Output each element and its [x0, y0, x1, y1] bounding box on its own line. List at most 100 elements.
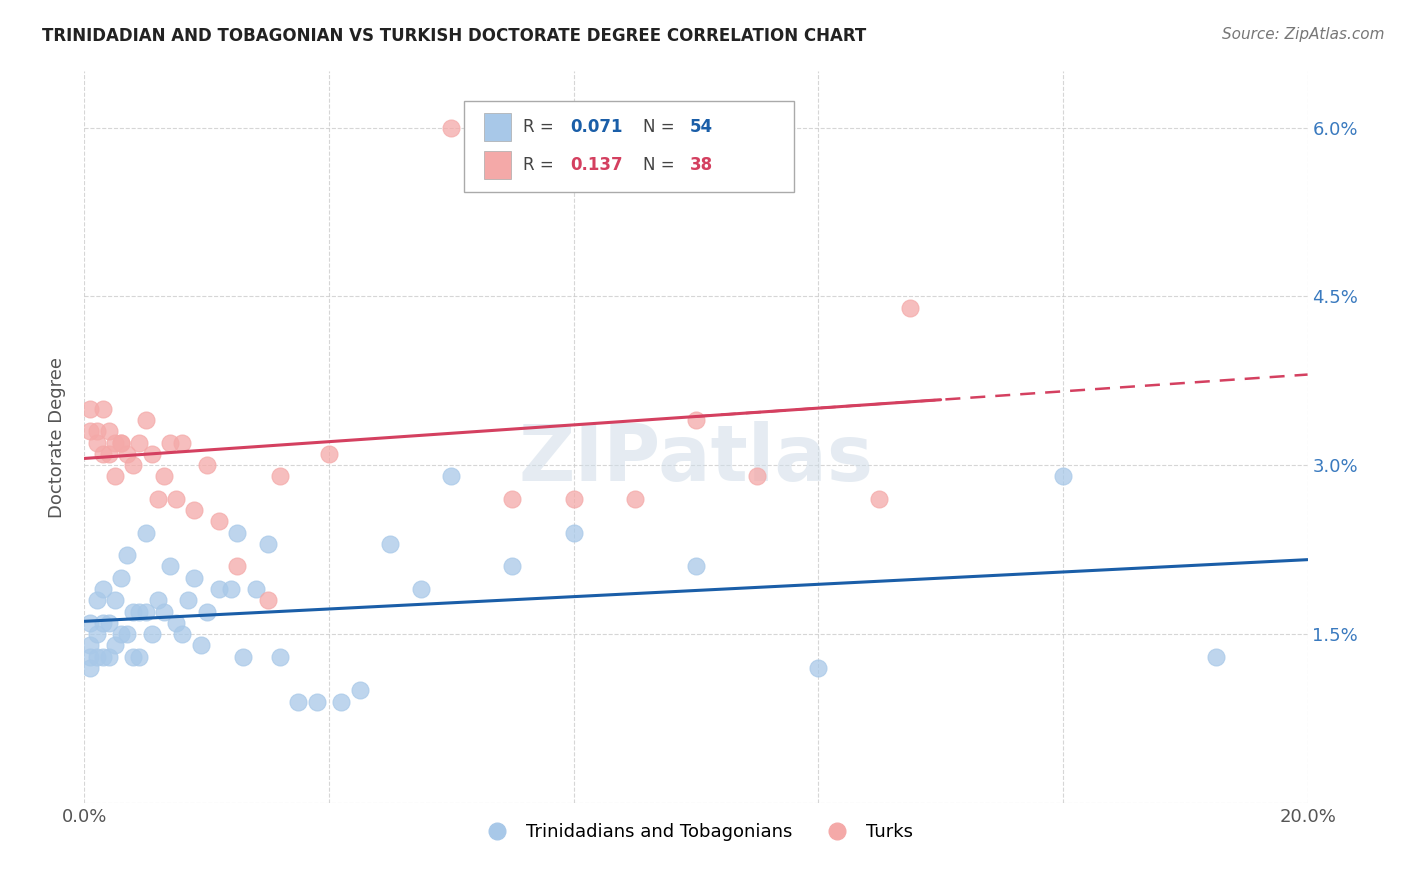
- Legend: Trinidadians and Tobagonians, Turks: Trinidadians and Tobagonians, Turks: [471, 816, 921, 848]
- Point: [153, 469, 176, 483]
- Point: [1052, 469, 1074, 483]
- FancyBboxPatch shape: [464, 101, 794, 192]
- Point: [409, 582, 432, 596]
- Point: [232, 649, 254, 664]
- Point: [898, 301, 921, 315]
- Point: [165, 491, 187, 506]
- Point: [86, 593, 108, 607]
- Text: R =: R =: [523, 118, 560, 136]
- Point: [269, 469, 291, 483]
- Point: [146, 593, 169, 607]
- Point: [146, 491, 169, 506]
- Point: [110, 435, 132, 450]
- Point: [869, 491, 891, 506]
- Point: [195, 605, 218, 619]
- Point: [128, 649, 150, 664]
- Point: [135, 525, 157, 540]
- Point: [79, 649, 101, 664]
- Point: [79, 615, 101, 630]
- Text: 0.137: 0.137: [569, 156, 623, 174]
- Text: TRINIDADIAN AND TOBAGONIAN VS TURKISH DOCTORATE DEGREE CORRELATION CHART: TRINIDADIAN AND TOBAGONIAN VS TURKISH DO…: [42, 27, 866, 45]
- Point: [115, 447, 138, 461]
- Point: [440, 120, 463, 135]
- Point: [226, 559, 249, 574]
- Point: [153, 605, 176, 619]
- Point: [141, 627, 163, 641]
- Point: [471, 132, 494, 146]
- Point: [562, 525, 585, 540]
- Text: R =: R =: [523, 156, 560, 174]
- Point: [226, 525, 249, 540]
- Text: 54: 54: [690, 118, 713, 136]
- Point: [115, 627, 138, 641]
- Point: [183, 571, 205, 585]
- Point: [624, 491, 647, 506]
- Point: [86, 435, 108, 450]
- Point: [219, 582, 242, 596]
- Point: [97, 615, 120, 630]
- Point: [104, 638, 127, 652]
- FancyBboxPatch shape: [484, 113, 512, 141]
- Point: [287, 694, 309, 708]
- Point: [79, 425, 101, 439]
- Point: [269, 649, 291, 664]
- Point: [177, 593, 200, 607]
- Point: [380, 537, 402, 551]
- Point: [104, 469, 127, 483]
- Point: [110, 435, 132, 450]
- Y-axis label: Doctorate Degree: Doctorate Degree: [48, 357, 66, 517]
- Point: [172, 435, 194, 450]
- Point: [747, 469, 769, 483]
- Point: [122, 458, 145, 473]
- Point: [104, 435, 127, 450]
- Point: [91, 615, 114, 630]
- Point: [305, 694, 328, 708]
- Point: [135, 605, 157, 619]
- Point: [257, 593, 280, 607]
- Point: [318, 447, 340, 461]
- Point: [208, 515, 231, 529]
- Text: ZIPatlas: ZIPatlas: [519, 421, 873, 497]
- Point: [349, 683, 371, 698]
- Point: [257, 537, 280, 551]
- Point: [1205, 649, 1227, 664]
- Point: [502, 559, 524, 574]
- Point: [195, 458, 218, 473]
- Point: [115, 548, 138, 562]
- Point: [141, 447, 163, 461]
- Point: [110, 571, 132, 585]
- Point: [97, 649, 120, 664]
- Point: [110, 627, 132, 641]
- Point: [440, 469, 463, 483]
- Point: [159, 559, 181, 574]
- Point: [159, 435, 181, 450]
- Point: [330, 694, 353, 708]
- Point: [685, 413, 707, 427]
- Point: [97, 447, 120, 461]
- Point: [79, 401, 101, 416]
- Point: [562, 491, 585, 506]
- Text: N =: N =: [644, 156, 681, 174]
- Point: [183, 503, 205, 517]
- Point: [685, 559, 707, 574]
- Point: [79, 638, 101, 652]
- Point: [86, 627, 108, 641]
- Point: [86, 649, 108, 664]
- Point: [86, 425, 108, 439]
- Point: [104, 593, 127, 607]
- Point: [128, 605, 150, 619]
- Text: 0.071: 0.071: [569, 118, 623, 136]
- Text: 38: 38: [690, 156, 713, 174]
- Point: [91, 401, 114, 416]
- Text: N =: N =: [644, 118, 681, 136]
- Point: [807, 661, 830, 675]
- FancyBboxPatch shape: [484, 151, 512, 179]
- Point: [128, 435, 150, 450]
- Text: Source: ZipAtlas.com: Source: ZipAtlas.com: [1222, 27, 1385, 42]
- Point: [245, 582, 267, 596]
- Point: [190, 638, 212, 652]
- Point: [91, 649, 114, 664]
- Point: [165, 615, 187, 630]
- Point: [122, 605, 145, 619]
- Point: [79, 661, 101, 675]
